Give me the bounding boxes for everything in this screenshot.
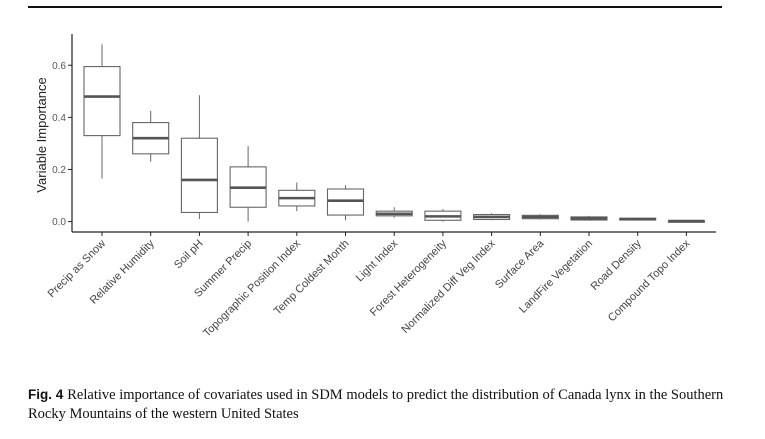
box-iqr: [180, 137, 218, 214]
box-4: [229, 146, 267, 222]
figure-label: Fig. 4: [28, 387, 64, 402]
boxes: [83, 44, 705, 223]
box-iqr: [83, 66, 121, 137]
box-7: [375, 207, 413, 218]
caption-text: Relative importance of covariates used i…: [28, 387, 724, 422]
x-tick-label: Surface Area: [493, 237, 547, 291]
top-rule: [28, 6, 722, 8]
box-6: [326, 185, 365, 221]
y-tick-label: 0.2: [52, 165, 66, 176]
box-13: [667, 219, 705, 223]
box-2: [132, 110, 170, 162]
box-5: [278, 182, 316, 212]
y-tick-label: 0.4: [52, 113, 66, 124]
box-8: [424, 209, 462, 222]
x-tick-label: Normalized Diff Veg Index: [399, 237, 498, 336]
y-tick-label: 0.0: [52, 217, 66, 228]
box-9: [473, 213, 511, 221]
figure-caption: Fig. 4 Relative importance of covariates …: [28, 385, 733, 424]
box-iqr: [326, 188, 365, 216]
x-tick-label: Compound Topo Index: [606, 237, 693, 324]
box-12: [619, 217, 657, 221]
y-axis-title: Variable Importance: [34, 77, 49, 192]
box-3: [180, 95, 218, 219]
box-10: [521, 214, 559, 220]
x-tick-label: Light Index: [354, 237, 401, 284]
x-tick-label: Topographic Position Index: [201, 237, 303, 339]
box-1: [83, 44, 121, 179]
y-tick-label: 0.6: [52, 61, 66, 72]
x-tick-label: Soil pH: [172, 238, 206, 272]
box-11: [570, 215, 608, 221]
